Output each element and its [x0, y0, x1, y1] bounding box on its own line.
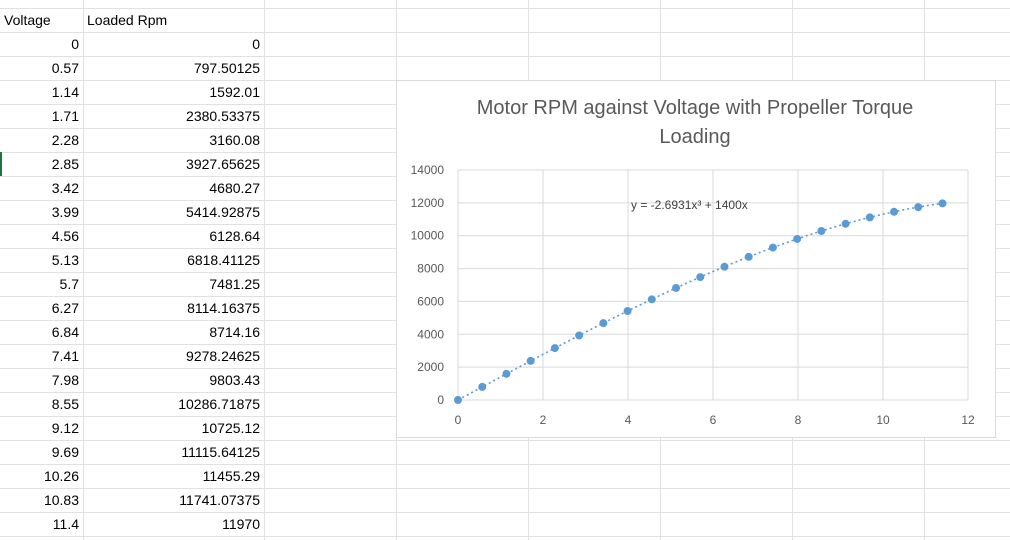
- loaded-rpm-cell[interactable]: 9278.24625: [186, 348, 260, 364]
- x-tick-label: 8: [795, 413, 802, 427]
- x-axis-ticks: 0 2 4 6 8 10 12: [455, 413, 975, 427]
- voltage-cell[interactable]: 1.71: [51, 108, 79, 124]
- data-point[interactable]: [938, 199, 947, 208]
- data-point[interactable]: [647, 295, 656, 304]
- voltage-cell[interactable]: 1.14: [51, 84, 79, 100]
- voltage-cell[interactable]: 0.57: [51, 60, 79, 76]
- data-point[interactable]: [865, 213, 874, 222]
- voltage-cell[interactable]: 3.99: [51, 204, 79, 220]
- voltage-cell[interactable]: 6.27: [51, 300, 79, 316]
- data-point[interactable]: [623, 307, 632, 316]
- loaded-rpm-cell[interactable]: 11970: [222, 516, 260, 532]
- loaded-rpm-cell[interactable]: 11741.07375: [179, 492, 260, 508]
- data-point[interactable]: [768, 243, 777, 252]
- column-header-loaded-rpm[interactable]: Loaded Rpm: [87, 12, 168, 28]
- loaded-rpm-cell[interactable]: 3927.65625: [186, 156, 260, 172]
- voltage-cell[interactable]: 0: [71, 36, 79, 52]
- chart-area[interactable]: Motor RPM against Voltage with Propeller…: [396, 80, 996, 438]
- loaded-rpm-cell[interactable]: 797.50125: [193, 60, 260, 76]
- loaded-rpm-cell[interactable]: 3160.08: [209, 132, 260, 148]
- data-point[interactable]: [793, 234, 802, 243]
- voltage-cell[interactable]: 11.4: [52, 516, 79, 532]
- data-point[interactable]: [454, 396, 462, 404]
- voltage-cell[interactable]: 10.26: [43, 468, 79, 484]
- loaded-rpm-cell[interactable]: 2380.53375: [186, 108, 260, 124]
- y-tick-label: 4000: [417, 327, 444, 341]
- voltage-cell[interactable]: 9.69: [51, 444, 79, 460]
- data-point[interactable]: [478, 382, 487, 391]
- data-point[interactable]: [720, 262, 729, 271]
- x-tick-label: 10: [876, 413, 890, 427]
- voltage-cell[interactable]: 4.56: [51, 228, 79, 244]
- y-tick-label: 2000: [417, 360, 444, 374]
- loaded-rpm-cell[interactable]: 11115.64125: [181, 444, 260, 460]
- data-point[interactable]: [526, 356, 535, 365]
- x-tick-label: 6: [710, 413, 717, 427]
- loaded-rpm-cell[interactable]: 0: [252, 36, 260, 52]
- data-point[interactable]: [672, 283, 681, 292]
- voltage-cell[interactable]: 2.28: [51, 132, 79, 148]
- loaded-rpm-cell[interactable]: 8714.16: [209, 324, 260, 340]
- voltage-cell[interactable]: 8.55: [51, 396, 79, 412]
- active-row-indicator: [0, 152, 2, 176]
- voltage-cell[interactable]: 10.83: [43, 492, 79, 508]
- loaded-rpm-cell[interactable]: 9803.43: [209, 372, 260, 388]
- chart-title-line-1: Motor RPM against Voltage with Propeller…: [477, 97, 914, 119]
- loaded-rpm-cell[interactable]: 4680.27: [209, 180, 260, 196]
- voltage-cell[interactable]: 9.12: [51, 420, 79, 436]
- loaded-rpm-cell[interactable]: 10286.71875: [178, 396, 260, 412]
- loaded-rpm-cell[interactable]: 8114.16375: [187, 300, 260, 316]
- loaded-rpm-cell[interactable]: 1592.01: [209, 84, 260, 100]
- data-point[interactable]: [550, 344, 559, 353]
- voltage-cell[interactable]: 3.42: [51, 180, 79, 196]
- data-point[interactable]: [744, 252, 753, 261]
- x-tick-label: 2: [540, 413, 547, 427]
- data-point[interactable]: [502, 369, 511, 378]
- trendline-equation: y = -2.6931x³ + 1400x: [631, 198, 748, 212]
- x-tick-label: 12: [961, 413, 975, 427]
- x-tick-label: 0: [455, 413, 462, 427]
- y-tick-label: 14000: [411, 163, 445, 177]
- voltage-cell[interactable]: 6.84: [51, 324, 79, 340]
- data-point[interactable]: [575, 331, 584, 340]
- voltage-cell[interactable]: 2.85: [51, 156, 79, 172]
- voltage-cell[interactable]: 5.13: [51, 252, 79, 268]
- chart-gridlines: [457, 169, 969, 401]
- data-point[interactable]: [599, 319, 608, 328]
- data-points: [454, 199, 947, 404]
- y-tick-label: 6000: [417, 294, 444, 308]
- y-tick-label: 8000: [417, 262, 444, 276]
- data-point[interactable]: [914, 203, 923, 212]
- loaded-rpm-cell[interactable]: 7481.25: [209, 276, 260, 292]
- chart-title-line-2: Loading: [659, 126, 730, 148]
- y-tick-label: 10000: [411, 229, 445, 243]
- x-tick-label: 4: [625, 413, 632, 427]
- data-point[interactable]: [817, 227, 826, 236]
- voltage-cell[interactable]: 7.41: [51, 348, 79, 364]
- y-axis-ticks: 0 2000 4000 6000 8000 10000 12000 14000: [411, 163, 445, 407]
- column-header-voltage[interactable]: Voltage: [4, 12, 51, 28]
- loaded-rpm-cell[interactable]: 6818.41125: [187, 252, 260, 268]
- loaded-rpm-cell[interactable]: 10725.12: [201, 420, 260, 436]
- scatter-chart: Motor RPM against Voltage with Propeller…: [411, 97, 975, 427]
- data-point[interactable]: [841, 219, 850, 228]
- data-point[interactable]: [890, 207, 899, 216]
- loaded-rpm-cell[interactable]: 11455.29: [202, 468, 260, 484]
- voltage-cell[interactable]: 5.7: [59, 276, 79, 292]
- data-point[interactable]: [696, 273, 705, 282]
- loaded-rpm-cell[interactable]: 6128.64: [209, 228, 260, 244]
- y-tick-label: 0: [437, 393, 444, 407]
- y-tick-label: 12000: [411, 196, 445, 210]
- loaded-rpm-cell[interactable]: 5414.92875: [186, 204, 260, 220]
- voltage-cell[interactable]: 7.98: [51, 372, 79, 388]
